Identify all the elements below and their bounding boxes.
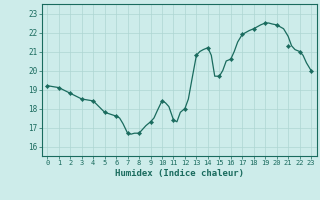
X-axis label: Humidex (Indice chaleur): Humidex (Indice chaleur) <box>115 169 244 178</box>
